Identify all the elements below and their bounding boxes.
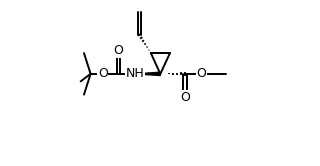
Text: O: O bbox=[196, 67, 206, 80]
Text: NH: NH bbox=[125, 67, 144, 80]
Polygon shape bbox=[135, 72, 160, 76]
Text: O: O bbox=[98, 67, 108, 80]
Text: O: O bbox=[114, 44, 124, 57]
Text: O: O bbox=[180, 91, 190, 104]
